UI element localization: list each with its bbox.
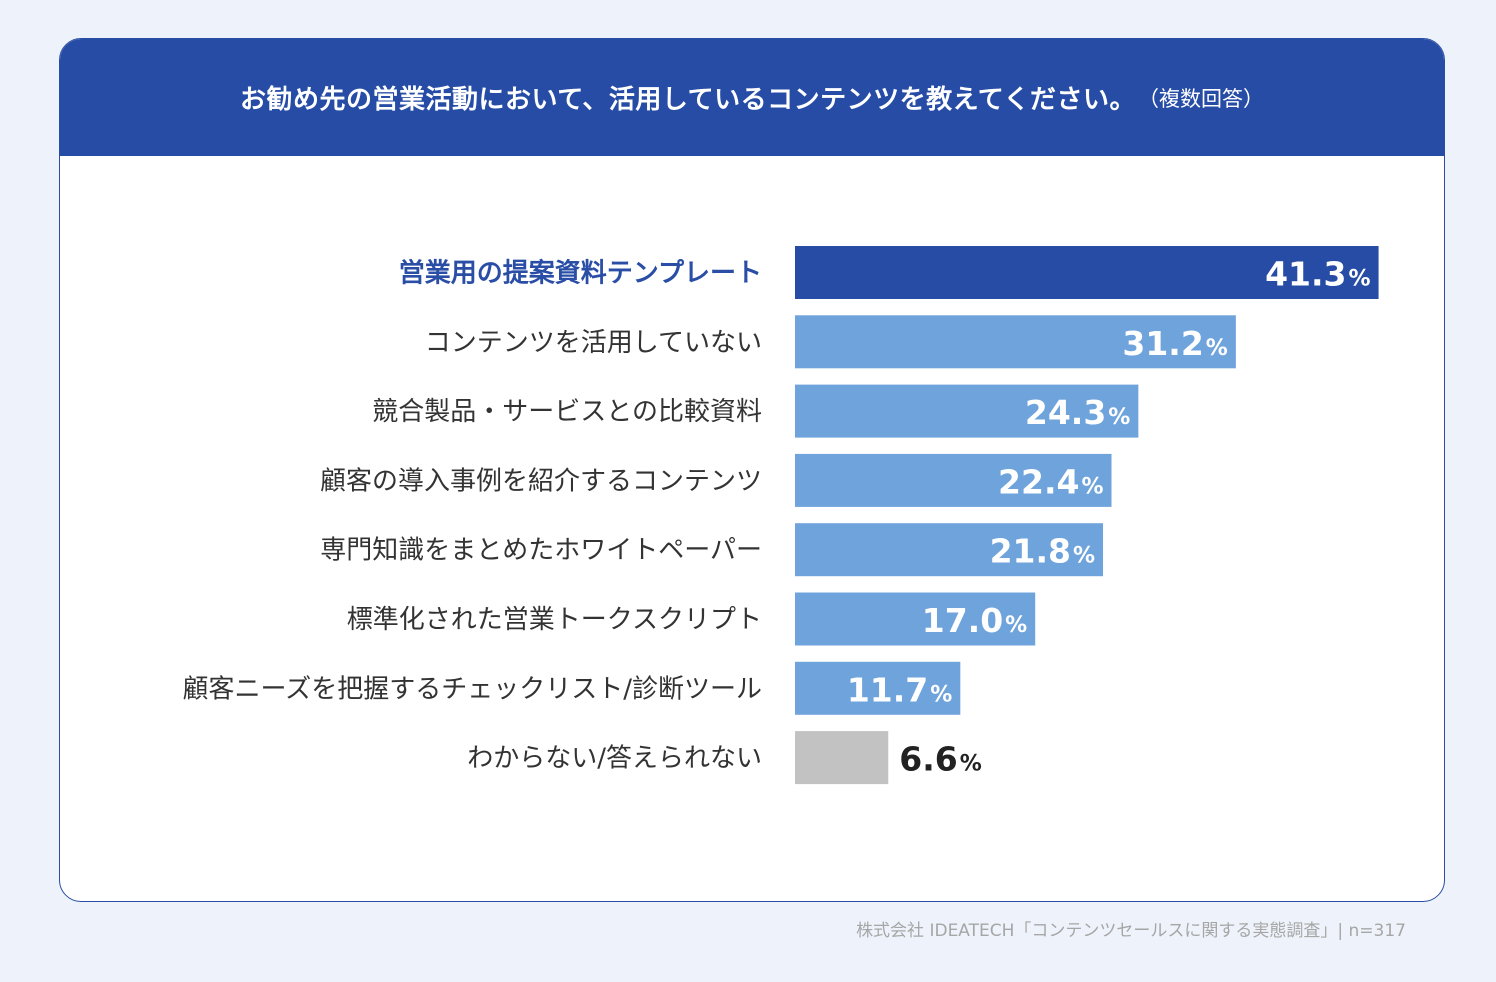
value-label: 22.4%	[998, 462, 1103, 501]
category-label: 専門知識をまとめたホワイトペーパー	[320, 536, 762, 566]
value-label: 41.3%	[1265, 255, 1370, 294]
bar	[795, 384, 1139, 438]
chart-header: お勧め先の営業活動において、活用しているコンテンツを教えてください。 （複数回答）	[60, 39, 1444, 156]
category-label: 顧客ニーズを把握するチェックリスト/診断ツール	[183, 674, 762, 704]
bar	[795, 661, 961, 715]
value-label: 21.8%	[990, 532, 1095, 571]
category-label: コンテンツを活用していない	[425, 328, 762, 358]
bar	[795, 731, 889, 785]
bar	[795, 592, 1036, 646]
bar	[795, 315, 1236, 369]
category-label: わからない/答えられない	[467, 744, 762, 774]
category-label: 標準化された営業トークスクリプト	[347, 605, 762, 635]
value-label: 17.0%	[922, 601, 1027, 640]
chart-subtitle: （複数回答）	[1138, 86, 1265, 111]
source-note: 株式会社 IDEATECH「コンテンツセールスに関する実態調査」| n=317	[856, 921, 1406, 941]
bar	[795, 523, 1104, 577]
chart-title: お勧め先の営業活動において、活用しているコンテンツを教えてください。	[239, 85, 1137, 115]
category-label: 営業用の提案資料テンプレート	[399, 258, 762, 289]
category-label: 競合製品・サービスとの比較資料	[372, 397, 762, 427]
value-label: 24.3%	[1025, 393, 1130, 432]
chart-card: お勧め先の営業活動において、活用しているコンテンツを教えてください。 （複数回答）	[59, 38, 1445, 902]
value-label: 11.7%	[847, 670, 952, 709]
value-label: 31.2%	[1122, 324, 1227, 363]
value-label: 6.6%	[899, 740, 982, 779]
bar	[795, 246, 1379, 299]
bar	[795, 453, 1112, 507]
category-label: 顧客の導入事例を紹介するコンテンツ	[320, 466, 762, 496]
